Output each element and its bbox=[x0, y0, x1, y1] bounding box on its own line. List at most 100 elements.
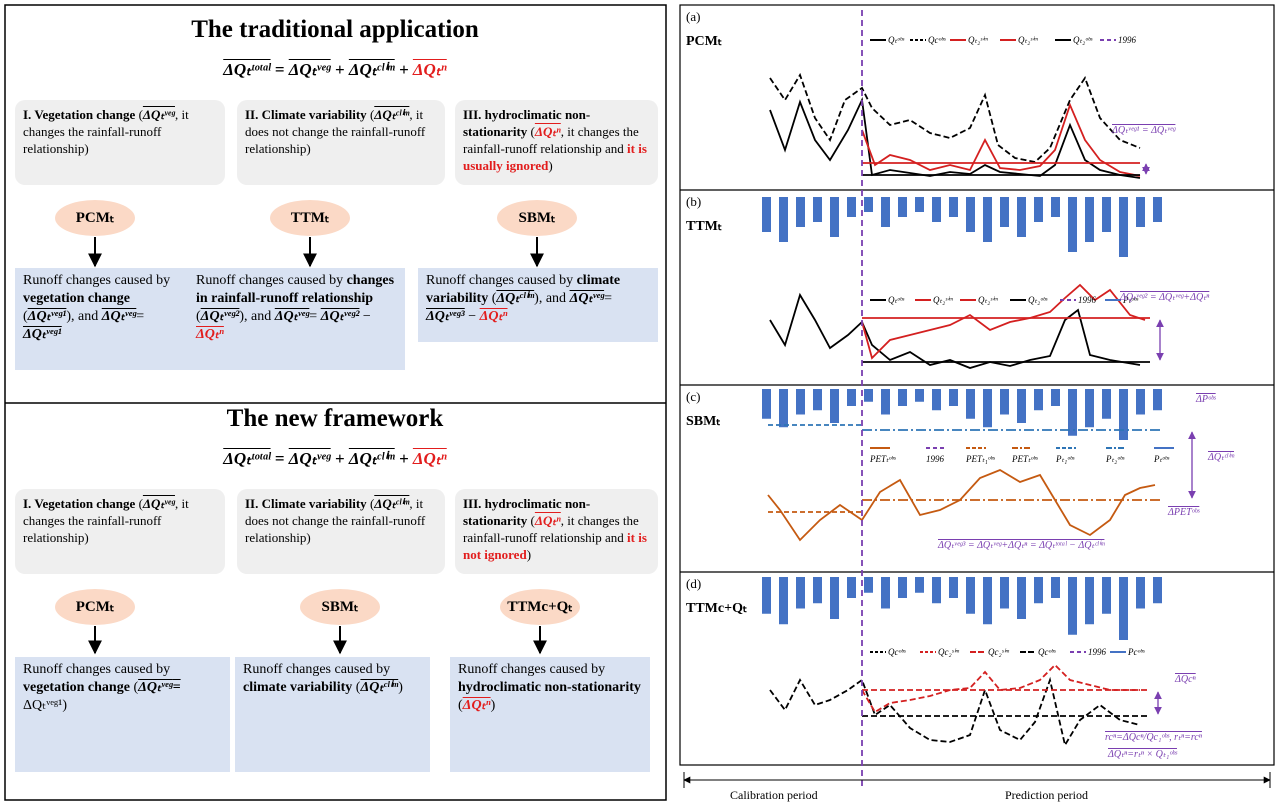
legend-label: Qcᵒᵇˢ bbox=[888, 647, 906, 657]
text-segment: ( bbox=[129, 680, 139, 695]
bar bbox=[1102, 577, 1111, 614]
legend-label: Pₜ₁ᵒᵇˢ bbox=[1055, 454, 1075, 464]
legend-label: 1996 bbox=[1118, 35, 1137, 45]
equation: ΔQₜᵗᵒᵗᵃˡ = ΔQₜᵛᵉᵍ + ΔQₜᶜˡⁱᵐ + ΔQₜⁿ bbox=[5, 60, 665, 80]
text-segment: ΔQₜᵛᵉᵍ bbox=[101, 309, 137, 324]
legend-label: Qc₂ˢⁱᵐ bbox=[938, 647, 960, 657]
equation: ΔQₜᵗᵒᵗᵃˡ = ΔQₜᵛᵉᵍ + ΔQₜᶜˡⁱᵐ + ΔQₜⁿ bbox=[5, 449, 665, 469]
method-oval: TTMc+Qₜ bbox=[500, 589, 580, 625]
text-segment: , it changes the rainfall-runoff relatio… bbox=[463, 513, 639, 545]
text-segment: ) bbox=[398, 680, 403, 695]
bar bbox=[779, 389, 788, 428]
text-segment: ), and bbox=[534, 291, 570, 306]
section-title: The new framework bbox=[226, 405, 444, 432]
annotation: ΔQₜᵛᵉᵍ² = ΔQₜᵛᵉᵍ+ΔQₜⁿ bbox=[1119, 292, 1210, 303]
legend-label: 1996 bbox=[926, 454, 945, 464]
legend-label: Qₜ₂ˢⁱᵐ bbox=[968, 35, 989, 45]
bar bbox=[1153, 389, 1162, 411]
legend-label: Qcᵒᵇˢ bbox=[1038, 647, 1056, 657]
bar bbox=[949, 197, 958, 217]
bar bbox=[864, 577, 873, 593]
bar bbox=[1102, 389, 1111, 419]
bar bbox=[796, 389, 805, 415]
text-segment: ( bbox=[366, 107, 375, 122]
annotation: ΔQₜᵛᵉᵍ¹ = ΔQₜᵛᵉᵍ bbox=[1111, 125, 1177, 136]
text-segment: + bbox=[330, 449, 349, 468]
text-segment: II. Climate variability bbox=[245, 496, 367, 511]
text-segment: = bbox=[270, 60, 289, 79]
text-segment: I. Vegetation change bbox=[23, 496, 136, 511]
text-segment: ΔQₜᵗᵒᵗᵃˡ bbox=[223, 449, 271, 468]
text-segment: ΔQₜᶜˡⁱᵐ bbox=[348, 60, 395, 79]
legend-label: Pₜ₂ᵒᵇˢ bbox=[1105, 454, 1125, 464]
legend-label: Qₜᵒᵇˢ bbox=[888, 35, 905, 45]
arrows bbox=[88, 237, 547, 655]
bar bbox=[1051, 389, 1060, 406]
text-segment: ΔQₜᵗᵒᵗᵃˡ bbox=[223, 60, 271, 79]
bar bbox=[762, 197, 771, 232]
text-segment: ( bbox=[527, 124, 535, 139]
panel-label: (c) bbox=[686, 389, 700, 404]
method-oval: PCMₜ bbox=[55, 589, 135, 625]
text-segment: = bbox=[136, 309, 145, 324]
method-oval: SBMₜ bbox=[300, 589, 380, 625]
bar bbox=[1034, 389, 1043, 411]
text-segment: Runoff changes caused by bbox=[458, 662, 606, 677]
panel-label: (d) bbox=[686, 576, 701, 591]
legend-label: Qₜ₂ᵒᵇˢ bbox=[1073, 35, 1093, 45]
text-segment: ), and bbox=[239, 309, 275, 324]
bar bbox=[915, 197, 924, 212]
text-segment: + bbox=[394, 60, 413, 79]
legend-label: Qₜᵒᵇˢ bbox=[888, 295, 905, 305]
bar bbox=[864, 389, 873, 402]
bar bbox=[966, 389, 975, 419]
legend-label: Qcᵒᵇˢ bbox=[928, 35, 946, 45]
bar bbox=[813, 197, 822, 222]
text-segment: ΔQₜᶜˡⁱᵐ bbox=[348, 449, 395, 468]
annotation: ΔPETᵒᵇˢ bbox=[1167, 507, 1200, 518]
text-segment: ΔQₜᵛᵉᵍ bbox=[288, 60, 331, 79]
bar bbox=[966, 197, 975, 232]
bar bbox=[779, 577, 788, 625]
bar bbox=[898, 577, 907, 598]
text-segment: III. hydroclimatic non-stationarity bbox=[463, 107, 591, 139]
text-segment: ΔQₜⁿ bbox=[479, 309, 508, 324]
bar bbox=[762, 389, 771, 419]
text-segment: ΔQₜᶜˡⁱᵐ bbox=[496, 291, 535, 306]
text-segment: ΔQₜᶜˡⁱᵐ bbox=[374, 107, 410, 122]
bar bbox=[1017, 577, 1026, 619]
annotation: ΔQₜⁿ=rₜⁿ × Qₜ₁ᵒᵇˢ bbox=[1107, 749, 1178, 760]
bar bbox=[932, 197, 941, 222]
calibration-label: Calibration period bbox=[730, 788, 818, 802]
text-segment: II. Climate variability bbox=[245, 107, 367, 122]
legend-label: Pₜᵒᵇˢ bbox=[1153, 454, 1170, 464]
bar bbox=[1085, 389, 1094, 428]
text-segment: climate variability bbox=[243, 680, 353, 695]
bar bbox=[796, 197, 805, 227]
text-segment: ΔQₜᵛᵉᵍ bbox=[569, 291, 605, 306]
bar bbox=[847, 577, 856, 598]
right-frame bbox=[679, 4, 1275, 766]
text-segment: Runoff changes caused by bbox=[23, 662, 171, 677]
bar bbox=[898, 197, 907, 217]
annotation: ΔQₜᶜˡⁱᵐ bbox=[1207, 452, 1235, 463]
text-segment: , it changes the rainfall-runoff relatio… bbox=[23, 496, 189, 545]
bar bbox=[1068, 389, 1077, 436]
text-segment: ΔQₜᵛᵉᵍ³ bbox=[426, 309, 465, 324]
bar bbox=[983, 577, 992, 625]
outcome-box: Runoff changes caused by climate variabi… bbox=[418, 268, 658, 342]
text-segment: − bbox=[464, 309, 480, 324]
legend-label: Qₜ₂ˢⁱᵐ bbox=[933, 295, 954, 305]
text-segment: + bbox=[330, 60, 349, 79]
legend-label: Pₜᵒᵇˢ bbox=[1122, 295, 1139, 305]
text-segment: ( bbox=[488, 291, 497, 306]
text-segment: Runoff changes caused by bbox=[243, 662, 391, 677]
legend-label: Pcᵒᵇˢ bbox=[1127, 647, 1145, 657]
bar bbox=[1051, 197, 1060, 217]
text-segment: ( bbox=[352, 680, 361, 695]
text-segment: ( bbox=[196, 309, 201, 324]
bar bbox=[1136, 577, 1145, 609]
component-box: II. Climate variability (ΔQₜᶜˡⁱᵐ, it doe… bbox=[237, 489, 445, 574]
text-segment: ΔQₜᵛᵉᵍ¹ bbox=[27, 309, 67, 324]
legend-label: Qₜ₂ˢⁱᵐ bbox=[978, 295, 999, 305]
